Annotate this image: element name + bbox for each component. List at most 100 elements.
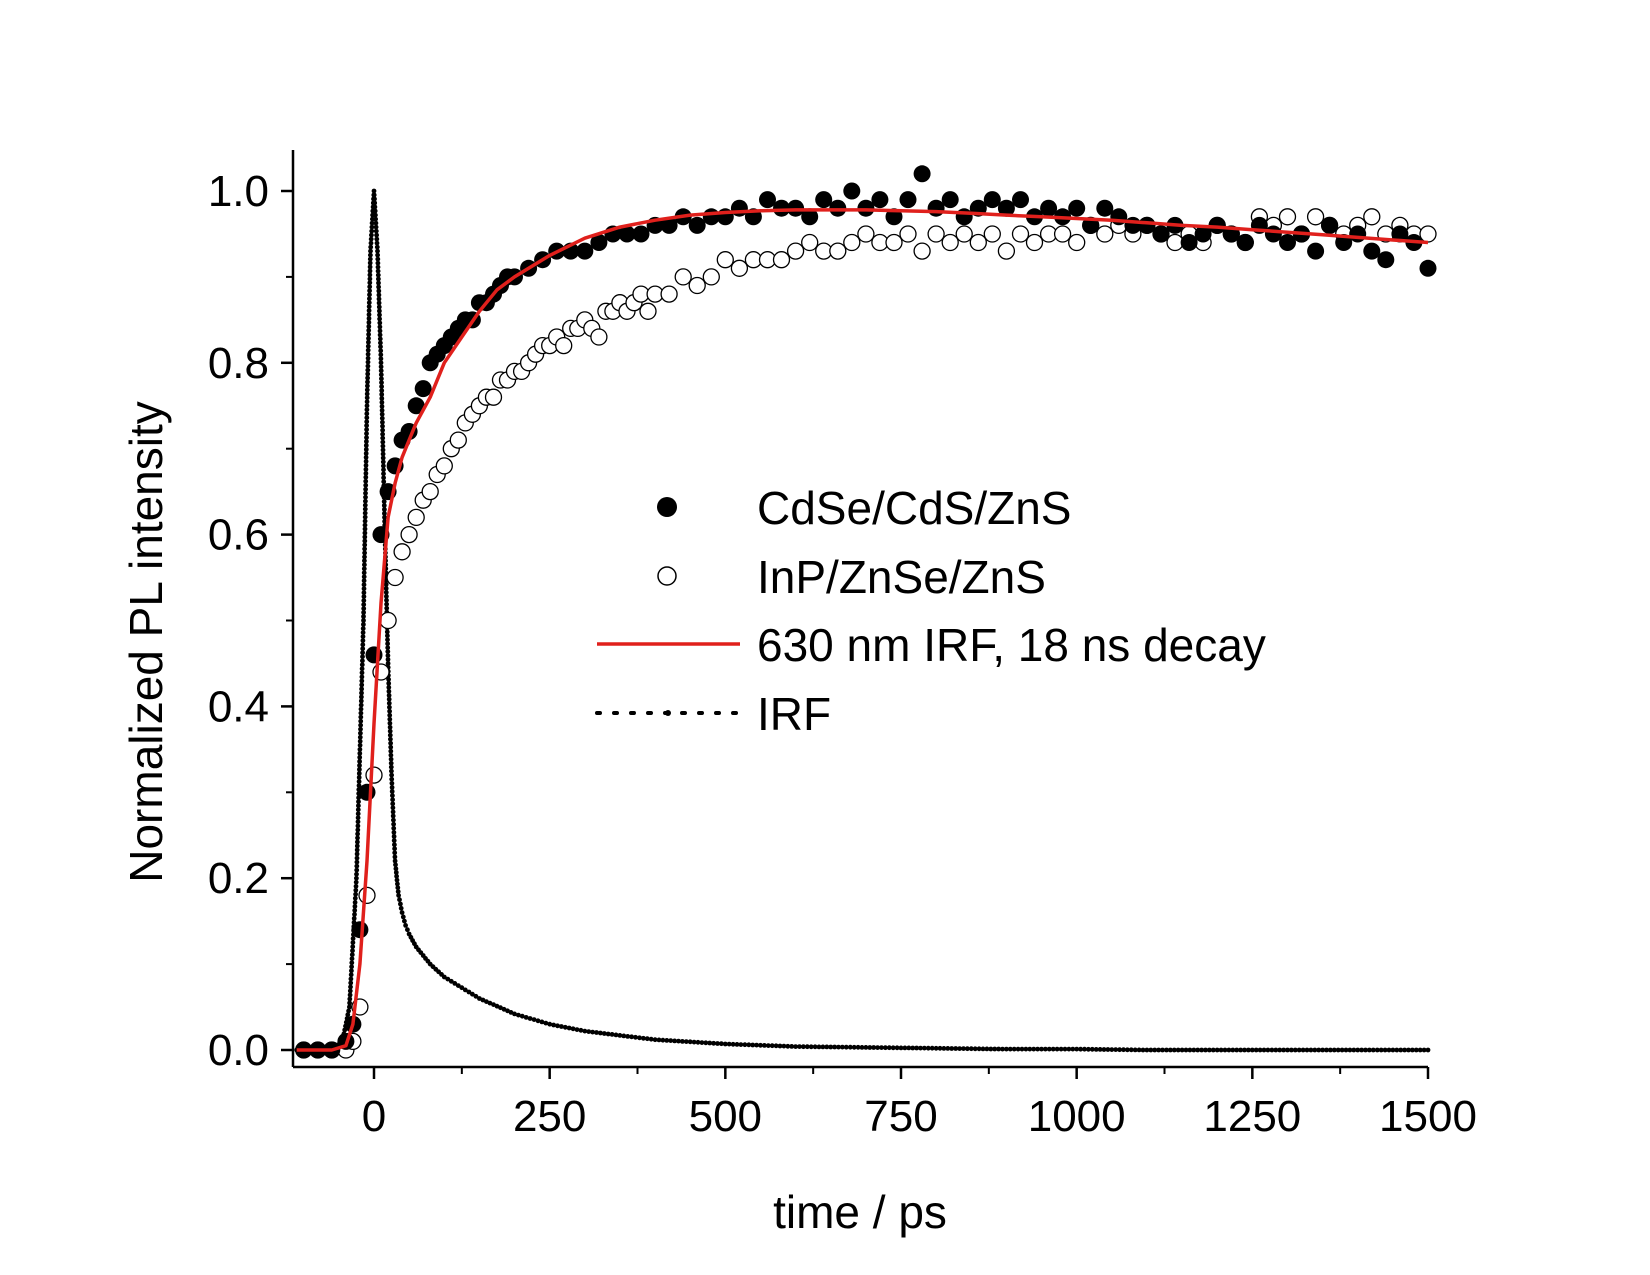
irf-point (644, 1036, 650, 1042)
irf-point (362, 534, 368, 540)
legend-label-cdse: CdSe/CdS/ZnS (757, 482, 1071, 534)
irf-point (364, 399, 370, 405)
cdse-point (1377, 251, 1395, 269)
irf-point (359, 682, 365, 688)
irf-point (377, 324, 383, 330)
irf-point (362, 562, 367, 568)
legend-marker-irf (665, 710, 671, 716)
irf-point (379, 400, 385, 405)
irf-point (354, 867, 360, 873)
inp-point (941, 233, 959, 252)
irf-point (362, 554, 367, 560)
irf-point (1292, 1047, 1298, 1053)
irf-point (377, 320, 383, 326)
irf-point (933, 1045, 939, 1051)
irf-point (824, 1044, 830, 1050)
irf-point (843, 1044, 849, 1050)
irf-point (875, 1045, 880, 1050)
irf-point (590, 1029, 595, 1035)
irf-point (389, 772, 394, 778)
irf-point (1113, 1047, 1119, 1052)
irf-point (378, 368, 384, 374)
inp-point (913, 242, 931, 260)
irf-point (1324, 1047, 1329, 1053)
irf-point (378, 356, 384, 362)
irf-point (380, 451, 386, 457)
irf-point (1367, 1047, 1372, 1053)
irf-point (395, 881, 400, 887)
irf-point (1246, 1047, 1251, 1053)
inp-point (674, 268, 692, 286)
irf-point (358, 698, 364, 704)
irf-point (531, 1017, 537, 1022)
irf-point (364, 415, 370, 421)
irf-point (1132, 1047, 1138, 1053)
irf-point (1203, 1047, 1208, 1053)
irf-point (374, 232, 379, 238)
cdse-point (590, 234, 608, 251)
irf-point (374, 240, 380, 246)
irf-point (383, 590, 389, 595)
inp-point (801, 233, 819, 252)
irf-point (769, 1043, 775, 1049)
irf-point (1343, 1047, 1349, 1053)
irf-point (380, 431, 385, 437)
irf-point (1062, 1046, 1068, 1052)
legend-label-irf: IRF (757, 688, 831, 740)
irf-point (358, 706, 364, 712)
irf-point (374, 244, 380, 250)
irf-point (366, 316, 372, 321)
inp-point (899, 225, 917, 243)
inp-point (829, 242, 847, 260)
irf-point (403, 923, 408, 928)
irf-point (980, 1046, 986, 1052)
irf-point (390, 797, 395, 803)
irf-point (598, 1030, 603, 1036)
irf-point (384, 629, 390, 635)
irf-point (354, 875, 359, 881)
irf-point (668, 1038, 674, 1043)
cdse-point (688, 216, 706, 234)
irf-point (699, 1040, 705, 1045)
irf-point (364, 427, 369, 432)
irf-point (652, 1037, 658, 1043)
irf-point (719, 1041, 724, 1047)
irf-point (1289, 1047, 1294, 1053)
x-tick-label: 250 (513, 1092, 586, 1141)
irf-point (750, 1042, 756, 1048)
irf-point (1277, 1047, 1283, 1053)
irf-point (361, 590, 367, 596)
irf-point (382, 519, 387, 524)
irf-point (441, 974, 447, 980)
x-tick-label: 500 (689, 1092, 762, 1141)
irf-point (1382, 1047, 1388, 1053)
irf-point (365, 359, 371, 365)
cdse-point (871, 191, 889, 209)
irf-point (680, 1039, 685, 1044)
cdse-point (773, 199, 790, 217)
inp-point (1096, 225, 1114, 243)
y-tick-label: 1.0 (208, 167, 269, 216)
irf-point (362, 510, 368, 516)
irf-point (1000, 1046, 1005, 1052)
irf-point (797, 1044, 802, 1049)
irf-point (1265, 1047, 1271, 1053)
cdse-point (1180, 234, 1198, 251)
irf-point (353, 883, 359, 889)
irf-point (385, 637, 390, 643)
irf-point (1031, 1046, 1037, 1052)
irf-point (957, 1046, 962, 1051)
irf-point (812, 1044, 818, 1050)
cdse-point (1194, 225, 1212, 243)
irf-point (355, 827, 361, 833)
irf-point (1152, 1047, 1158, 1053)
irf-point (359, 690, 364, 696)
irf-point (352, 904, 358, 909)
irf-point (539, 1019, 545, 1025)
irf-point (722, 1041, 728, 1047)
irf-point (1082, 1046, 1087, 1052)
irf-point (1410, 1047, 1415, 1053)
irf-point (348, 984, 353, 990)
irf-point (543, 1020, 549, 1026)
irf-point (376, 280, 381, 286)
